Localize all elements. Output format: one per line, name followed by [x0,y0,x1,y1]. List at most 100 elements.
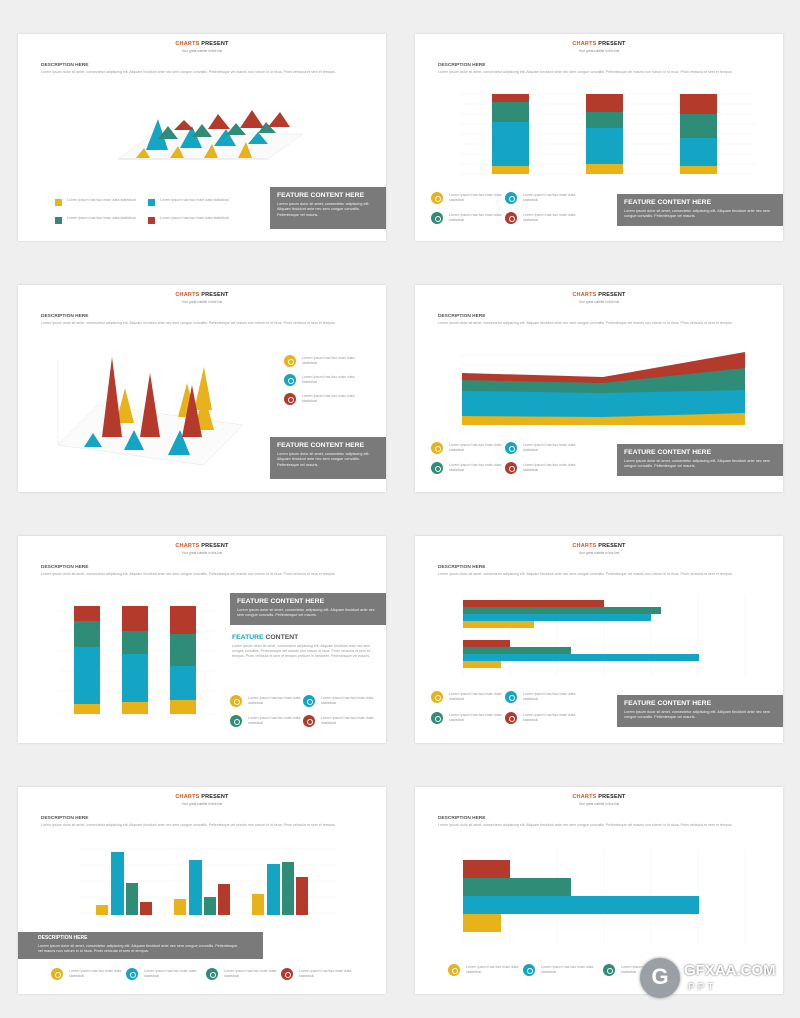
cyl-g2-blue [189,860,202,915]
description-text: Lorem ipsum dolor sit amet, consectetur … [438,321,733,325]
horizontal-group-chart [462,849,746,945]
bar-g2-red [463,640,510,647]
legend-icon-blue: Lorem Ipsum has two main data statistica… [523,964,603,976]
legend-icon-yellow: Lorem Ipsum has two main data statistica… [431,192,511,204]
bar-g3-blue [680,138,717,166]
bar-g1-red [463,600,604,607]
subtitle: Your great subtitle in this line [578,300,620,304]
description-heading: DESCRIPTION HERE [438,565,486,570]
legend-icon-green: Lorem Ipsum has two main data statistica… [206,968,286,980]
cone-red-2 [140,373,160,437]
legend-icon-red: Lorem Ipsum has two main data statistica… [505,462,585,474]
slide-7[interactable]: CHARTS PRESENT Your great subtitle in th… [18,787,386,994]
area-yellow [462,413,745,425]
slide-2[interactable]: CHARTS PRESENT Your great subtitle in th… [415,34,783,241]
description-text: Lorem ipsum dolor sit amet, consectetur … [41,823,336,827]
bar-g2-green [586,112,623,128]
pyramid-green-2 [192,124,212,137]
bar-green [463,878,571,896]
cyl-g2-red [218,884,230,915]
cyl-g3-red [296,877,308,915]
brand-title: CHARTS PRESENT [175,292,229,298]
pyramid-blue-4 [248,132,268,144]
description-heading: DESCRIPTION HERE [438,63,486,68]
bar-g3-red [170,606,196,634]
bar-g1-red [74,606,100,621]
description-box: DESCRIPTION HERE Lorem ipsum dolor sit a… [18,932,263,959]
subtitle: Your great subtitle in this line [578,551,620,555]
legend-icon-green: Lorem Ipsum has two main data statistica… [431,712,511,724]
pyramid-yellow-2 [170,146,184,158]
slide-3[interactable]: CHARTS PRESENT Your great subtitle in th… [18,285,386,492]
horizontal-bar-chart [462,594,746,676]
cyl-g2-green [204,897,216,915]
feature-box: FEATURE CONTENT HERE Lorem ipsum dolor s… [270,437,386,479]
subtitle: Your great subtitle in this line [578,802,620,806]
bar-g2-red [586,94,623,112]
feature-box: FEATURE CONTENT HERE Lorem ipsum dolor s… [617,194,783,226]
legend-icon-green: Lorem Ipsum has two main data statistica… [230,715,310,727]
pyramid-green-4 [258,122,276,133]
bar-g1-blue [463,614,651,621]
legend-icon-blue: Lorem Ipsum has two main data statistica… [303,695,383,707]
description-heading: DESCRIPTION HERE [41,63,89,68]
description-heading: DESCRIPTION HERE [41,816,89,821]
bar-g2-green [122,631,148,654]
legend-item-red: Lorem Ipsum has two main data statistica… [148,216,238,224]
feature-content-heading: FEATURE CONTENT [232,634,299,641]
slide-1[interactable]: CHARTS PRESENT Your great subtitle in th… [18,34,386,241]
pyramid-red-2 [208,114,230,129]
bar-g3-green [680,114,717,138]
bar-g3-yellow [680,166,717,174]
legend-icon-red: Lorem Ipsum has two main data statistica… [505,712,585,724]
brand-title: CHARTS PRESENT [175,41,229,47]
subtitle: Your great subtitle in this line [578,49,620,53]
cyl-g3-blue [267,864,280,915]
brand-title: CHARTS PRESENT [175,543,229,549]
feature-box: FEATURE CONTENT HERE Lorem ipsum dolor s… [617,695,783,727]
bar-g2-green [463,647,571,654]
legend-icon-blue: Lorem Ipsum has two main data statistica… [505,691,585,703]
bar-g2-yellow [122,702,148,714]
description-text: Lorem ipsum dolor sit amet, consectetur … [41,321,336,325]
slide-6[interactable]: CHARTS PRESENT Your great subtitle in th… [415,536,783,743]
bar-g1-green [74,621,100,647]
subtitle: Your great subtitle in this line [181,300,223,304]
cone-yellow-4 [194,367,212,410]
bar-red [463,860,510,878]
description-text: Lorem ipsum dolor sit amet, consectetur … [41,572,336,576]
pyramid-red-1 [174,120,194,130]
legend-icon-red: Lorem Ipsum has two main data statistica… [505,212,585,224]
description-heading: DESCRIPTION HERE [438,314,486,319]
description-heading: DESCRIPTION HERE [41,565,89,570]
cone-blue-2 [124,430,144,450]
bar-g2-yellow [586,164,623,174]
cone-red-1 [102,357,122,437]
bar-blue [463,896,699,914]
bar-g1-yellow [74,704,100,714]
legend-icon-yellow: Lorem Ipsum has two main data statistica… [51,968,131,980]
cone-chart [57,357,244,466]
cone-blue-1 [84,433,102,447]
bar-g2-blue [122,654,148,702]
feature-box: FEATURE CONTENT HERE Lorem ipsum dolor s… [617,444,783,476]
slide-8[interactable]: CHARTS PRESENT Your great subtitle in th… [415,787,783,994]
pyramid-blue-1 [146,119,168,150]
pyramid-blue-2 [180,126,202,148]
legend-icon-yellow: Lorem Ipsum has two main data statistica… [284,355,364,367]
cyl-g1-green [126,883,138,915]
pyramid-chart [117,110,304,160]
legend-icon-yellow: Lorem Ipsum has two main data statistica… [431,691,511,703]
description-text: Lorem ipsum dolor sit amet, consectetur … [438,70,733,74]
pyramid-yellow-4 [238,142,252,158]
stacked-column-chart [460,93,755,175]
slide-4[interactable]: CHARTS PRESENT Your great subtitle in th… [415,285,783,492]
bar-g1-blue [492,122,529,166]
legend-icon-red: Lorem Ipsum has two main data statistica… [281,968,361,980]
slide-5[interactable]: CHARTS PRESENT Your great subtitle in th… [18,536,386,743]
cyl-g2-yellow [174,899,186,915]
brand-title: CHARTS PRESENT [572,794,626,800]
pyramid-green-1 [158,126,178,139]
bar-g2-blue [586,128,623,164]
brand-title: CHARTS PRESENT [572,292,626,298]
